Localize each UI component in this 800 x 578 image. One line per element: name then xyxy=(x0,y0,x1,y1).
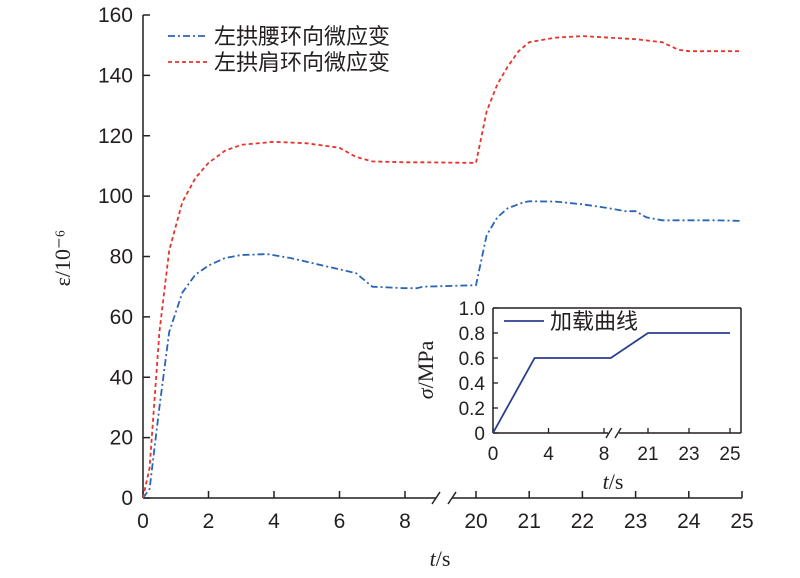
inset-axis-break-mark xyxy=(605,427,613,439)
inset-series-line xyxy=(492,332,730,434)
inset-y-tick-label: 0.2 xyxy=(459,399,485,420)
x-tick-label: 6 xyxy=(334,510,346,533)
x-tick-label: 0 xyxy=(137,510,149,533)
x-tick-label: 22 xyxy=(571,510,594,533)
x-tick-label: 2 xyxy=(203,510,215,533)
legend-label: 左拱肩环向微应变 xyxy=(214,51,390,76)
x-axis-title: t/s xyxy=(430,546,451,571)
x-tick-label: 8 xyxy=(399,510,411,533)
x-tick-label: 21 xyxy=(518,510,541,533)
inset-legend-label: 加载曲线 xyxy=(550,310,638,335)
inset-x-axis-title: t/s xyxy=(603,469,624,494)
y-tick-label: 80 xyxy=(110,246,133,269)
x-tick-label: 4 xyxy=(268,510,280,533)
inset-y-tick-label: 1.0 xyxy=(459,299,485,320)
inset-x-tick-label: 23 xyxy=(678,444,699,465)
y-tick-label: 100 xyxy=(98,185,133,208)
x-tick-label: 24 xyxy=(677,510,701,533)
inset-y-tick-label: 0.8 xyxy=(459,324,485,345)
series-line xyxy=(142,200,743,499)
y-tick-label: 160 xyxy=(98,4,133,27)
x-tick-label: 23 xyxy=(624,510,647,533)
axis-break-mark xyxy=(447,491,457,505)
y-axis-title: ε/10⁻⁶ xyxy=(50,230,75,287)
inset-y-tick-label: 0.6 xyxy=(459,349,485,370)
y-tick-label: 20 xyxy=(110,427,133,450)
y-tick-label: 60 xyxy=(110,306,133,329)
y-tick-label: 120 xyxy=(98,125,133,148)
axis-break-mark xyxy=(431,491,441,505)
inset-x-tick-label: 8 xyxy=(599,444,610,465)
legend-label: 左拱腰环向微应变 xyxy=(214,25,390,50)
inset-y-tick-label: 0.4 xyxy=(459,374,486,395)
y-tick-label: 0 xyxy=(121,487,133,510)
inset-y-axis-title: σ/MPa xyxy=(413,341,438,400)
y-tick-label: 40 xyxy=(110,366,133,389)
inset-x-tick-label: 25 xyxy=(719,444,740,465)
inset-y-tick-label: 0 xyxy=(474,424,485,445)
series-line xyxy=(142,35,742,499)
inset-x-tick-label: 21 xyxy=(637,444,658,465)
inset-plot-area xyxy=(493,308,741,433)
inset-x-tick-label: 0 xyxy=(488,444,499,465)
inset-chart: 0 0.2 0.4 0.6 0.8 1.0 0 4 8 21 23 25 t/s σ/MPa 加载曲线 xyxy=(413,299,742,494)
y-tick-label: 140 xyxy=(98,64,133,87)
inset-axis-break-mark xyxy=(614,427,622,439)
inset-x-tick-label: 4 xyxy=(543,444,554,465)
x-tick-label: 20 xyxy=(464,510,487,533)
x-tick-label: 25 xyxy=(730,510,753,533)
